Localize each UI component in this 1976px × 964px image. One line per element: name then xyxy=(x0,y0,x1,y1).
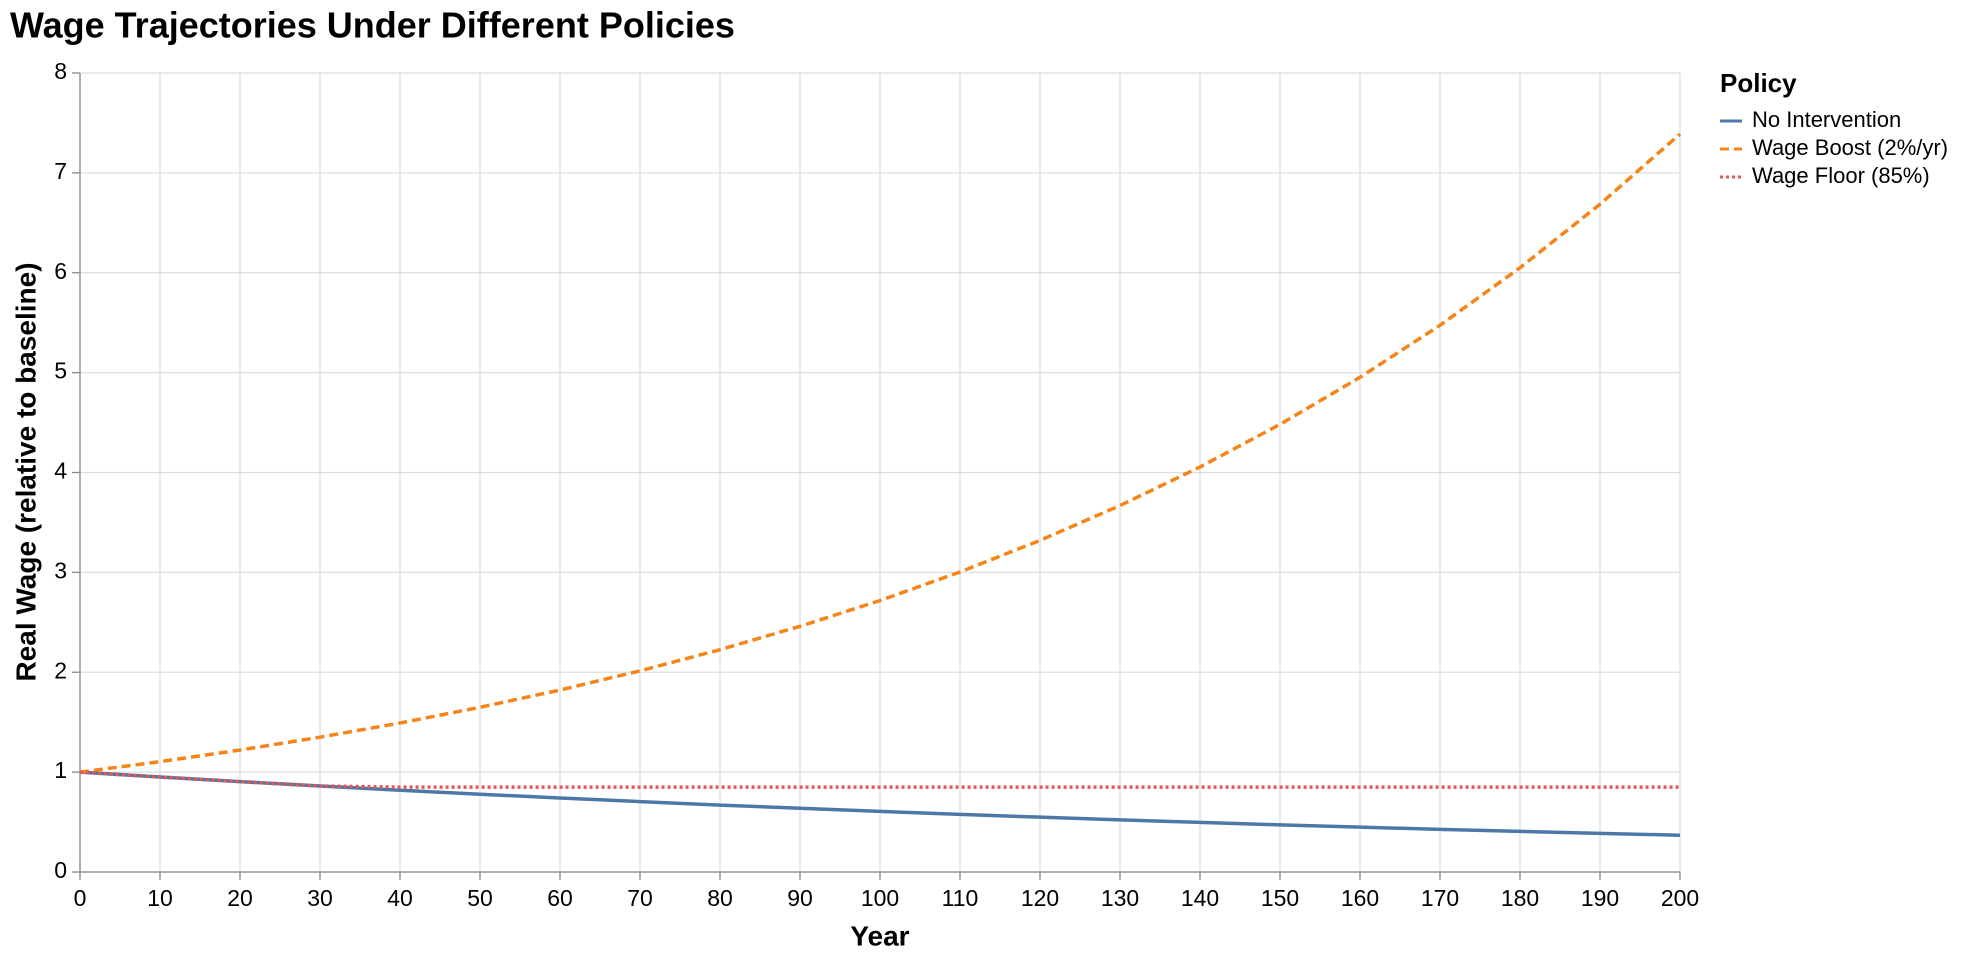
chart-title: Wage Trajectories Under Different Polici… xyxy=(10,5,735,46)
x-tick-label: 140 xyxy=(1181,885,1219,911)
y-axis-title: Real Wage (relative to baseline) xyxy=(10,262,41,681)
y-tick-label: 8 xyxy=(54,58,67,84)
x-tick-label: 160 xyxy=(1341,885,1379,911)
y-tick-label: 4 xyxy=(54,458,67,484)
x-tick-label: 30 xyxy=(307,885,333,911)
x-tick-label: 100 xyxy=(861,885,899,911)
x-tick-label: 0 xyxy=(74,885,87,911)
x-tick-label: 130 xyxy=(1101,885,1139,911)
legend-label: Wage Boost (2%/yr) xyxy=(1752,135,1948,160)
x-tick-label: 120 xyxy=(1021,885,1059,911)
x-tick-label: 170 xyxy=(1421,885,1459,911)
y-tick-label: 1 xyxy=(54,757,67,783)
legend-label: Wage Floor (85%) xyxy=(1752,163,1930,188)
legend-title: Policy xyxy=(1720,68,1797,98)
y-tick-label: 0 xyxy=(54,857,67,883)
x-tick-label: 110 xyxy=(942,885,979,911)
x-tick-label: 20 xyxy=(227,885,253,911)
series-line xyxy=(79,770,1681,837)
x-tick-label: 50 xyxy=(467,885,493,911)
x-tick-label: 150 xyxy=(1261,885,1299,911)
x-tick-label: 80 xyxy=(707,885,733,911)
x-tick-label: 60 xyxy=(547,885,573,911)
x-tick-label: 200 xyxy=(1661,885,1699,911)
y-tick-label: 5 xyxy=(54,358,67,384)
x-tick-label: 40 xyxy=(387,885,413,911)
y-tick-label: 6 xyxy=(54,258,67,284)
series-line xyxy=(79,770,1680,789)
x-tick-label: 90 xyxy=(787,885,813,911)
legend-label: No Intervention xyxy=(1752,107,1901,132)
x-tick-label: 70 xyxy=(627,885,653,911)
y-tick-label: 3 xyxy=(54,557,67,583)
x-tick-label: 10 xyxy=(147,885,173,911)
y-tick-label: 7 xyxy=(54,158,67,184)
x-tick-label: 180 xyxy=(1501,885,1539,911)
x-tick-label: 190 xyxy=(1581,885,1619,911)
series-line xyxy=(79,132,1682,774)
y-tick-label: 2 xyxy=(54,657,67,683)
x-axis-title: Year xyxy=(850,920,909,951)
